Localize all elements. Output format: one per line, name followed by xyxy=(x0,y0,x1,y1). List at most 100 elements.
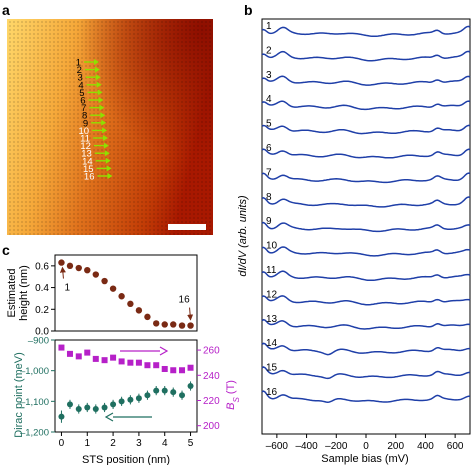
bs-point xyxy=(161,365,168,372)
marker-label: 2 xyxy=(77,65,82,76)
spectrum-curve xyxy=(261,50,471,62)
y-tick-label-left: –1,100 xyxy=(20,397,49,408)
ylabel-line2: height (nm) xyxy=(18,265,30,321)
panel-c-top-ylabel: Estimated xyxy=(6,269,18,318)
bs-point xyxy=(170,367,177,374)
arrow-right-icon xyxy=(104,150,110,157)
height-point xyxy=(135,307,143,314)
spectrum-curve xyxy=(261,246,471,257)
height-point xyxy=(170,321,177,328)
arrow-right-icon xyxy=(103,135,108,141)
spectrum-curve xyxy=(261,196,471,208)
marker-label: 4 xyxy=(78,80,83,91)
bs-point xyxy=(75,353,82,360)
spectrum-label: 2 xyxy=(266,45,272,56)
annotation-arrow xyxy=(59,266,66,279)
marker-label: 12 xyxy=(80,141,91,152)
marker-label: 8 xyxy=(82,111,87,122)
panel-c-left-ylabel: Dirac point (meV) xyxy=(13,352,25,438)
arrow-right-icon xyxy=(106,165,112,172)
annotation-arrow xyxy=(187,307,194,321)
x-tick-label: 3 xyxy=(136,438,142,449)
x-tick-label: –600 xyxy=(266,441,289,452)
height-point xyxy=(66,262,74,270)
arrow-right-icon xyxy=(107,173,113,179)
arrow-right-icon xyxy=(102,127,108,134)
height-point xyxy=(153,320,160,327)
bs-point xyxy=(92,355,99,362)
y-tick-label-left: –900 xyxy=(28,336,49,347)
bs-point xyxy=(127,359,134,366)
marker-label: 13 xyxy=(81,149,92,160)
height-point xyxy=(101,277,108,285)
panel-label-a: a xyxy=(2,2,10,18)
arrow-right-icon xyxy=(95,74,101,81)
dirac-point xyxy=(170,389,177,396)
height-point xyxy=(127,300,134,308)
dirac-point xyxy=(58,413,65,420)
bs-point xyxy=(58,344,65,351)
spectrum-curve xyxy=(261,100,471,111)
y-tick-label: 0.4 xyxy=(35,283,49,294)
marker-label: 3 xyxy=(78,73,83,84)
marker-label: 7 xyxy=(81,103,86,114)
panel-c-top-height: 0.0 0.2 0.4 0.6 1 16 xyxy=(35,254,198,338)
spectrum-curve xyxy=(261,390,471,403)
spectrum-label: 7 xyxy=(266,167,272,178)
spectrum-label: 9 xyxy=(266,216,272,227)
bs-point xyxy=(179,367,186,374)
arrow-right-icon xyxy=(105,157,111,164)
spectrum-label: 13 xyxy=(266,314,278,325)
dirac-point xyxy=(144,392,151,399)
spectrum-curve xyxy=(261,318,471,330)
spectrum-label: 5 xyxy=(266,119,272,130)
dirac-point xyxy=(118,398,125,405)
spectrum-curve xyxy=(261,124,471,135)
ylabel-line1: Estimated xyxy=(6,269,18,318)
y-tick-label-left: –1,000 xyxy=(20,366,49,377)
bs-point xyxy=(135,359,142,366)
height-point xyxy=(144,313,151,321)
y-tick-label-right: 200 xyxy=(203,421,220,432)
x-tick-label: 600 xyxy=(447,441,464,452)
height-point xyxy=(178,322,186,329)
y-tick-label-right: 220 xyxy=(203,396,220,407)
scale-bar xyxy=(168,224,206,230)
spectrum-label: 10 xyxy=(266,241,278,252)
spectrum-label: 6 xyxy=(266,143,272,154)
dirac-point xyxy=(161,387,168,394)
height-point xyxy=(187,322,194,329)
spectrum-curve xyxy=(261,221,471,233)
arrow-right-icon xyxy=(98,97,104,103)
plot-frame xyxy=(54,339,198,433)
marker-label: 11 xyxy=(80,134,90,145)
spectrum-curve xyxy=(261,172,471,184)
bs-point xyxy=(66,350,73,357)
height-point xyxy=(84,267,91,274)
x-tick-label: 5 xyxy=(188,438,194,449)
x-tick-label: 1 xyxy=(84,438,90,449)
arrow-right-icon xyxy=(101,119,107,126)
height-point xyxy=(75,264,82,272)
spectrum-curve xyxy=(261,295,471,306)
marker-label: 14 xyxy=(82,156,93,167)
x-tick-label: 0 xyxy=(363,441,369,452)
panel-c-bottom-dirac: 0 1 2 3 4 5 –1,200 –1,100 –1,000 –900 200 220 240 260 xyxy=(20,336,220,450)
spectrum-curve xyxy=(261,342,470,356)
arrow-right-icon xyxy=(103,142,109,149)
bs-point xyxy=(153,362,160,369)
marker-label: 5 xyxy=(79,88,84,99)
spectrum-curve xyxy=(261,270,471,282)
bs-point xyxy=(110,354,117,361)
y-tick-label-right: 260 xyxy=(203,346,220,357)
dirac-point xyxy=(92,406,99,412)
arrow-right-icon xyxy=(97,89,103,96)
x-tick-label: 4 xyxy=(162,438,168,449)
spectrum-label: 8 xyxy=(266,192,272,203)
bs-point xyxy=(144,362,151,369)
height-point xyxy=(58,259,65,266)
spectrum-curve xyxy=(261,366,471,380)
marker-label: 10 xyxy=(79,126,90,137)
arrow-right-icon xyxy=(94,66,100,73)
